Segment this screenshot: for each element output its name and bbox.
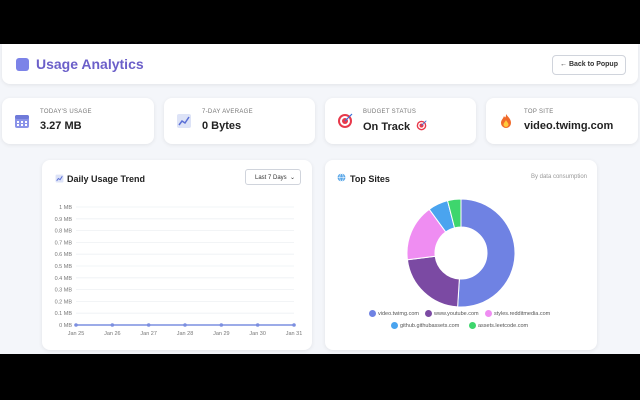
x-tick-label: Jan 27 [140,331,157,337]
fire-icon [501,114,511,128]
daily-usage-trend-panel: Daily Usage Trend Last 7 Days ⌄ 0 MB 0.1 … [42,160,312,350]
legend-item[interactable]: github.githubassets.com [391,322,459,329]
legend-label: video.twimg.com [378,310,419,317]
chevron-down-icon: ⌄ [289,175,295,181]
data-point [255,323,260,327]
panel-subtitle: By data consumption [530,174,587,180]
chart-trend-icon [55,174,64,183]
page-header: Usage Analytics ← Back to Popup [2,44,638,84]
date-range-value: Last 7 Days [255,175,287,181]
legend-swatch [469,322,476,329]
y-tick-label: 0.6 MB [55,252,73,258]
y-tick-label: 0.4 MB [55,276,73,282]
date-range-select[interactable]: Last 7 Days ⌄ [245,169,301,185]
data-point [292,323,296,327]
y-tick-label: 0.8 MB [55,229,73,235]
x-tick-label: Jan 31 [286,331,303,337]
legend-label: assets.leetcode.com [478,322,529,329]
legend-swatch [425,310,432,317]
stat-value: 0 Bytes [202,120,242,132]
stat-label: TOP SITE [524,109,554,115]
stat-label: 7-DAY AVERAGE [202,109,253,115]
target-icon [338,113,353,128]
data-point [110,323,115,327]
back-to-popup-button[interactable]: ← Back to Popup [552,55,626,75]
legend-label: www.youtube.com [434,310,479,317]
y-tick-label: 0.1 MB [55,311,73,317]
y-tick-label: 0.9 MB [55,217,73,223]
legend-item[interactable]: www.youtube.com [425,310,479,317]
legend-swatch [485,310,492,317]
x-tick-label: Jan 30 [249,331,266,337]
x-tick-label: Jan 26 [104,331,121,337]
stat-card-budget-status: BUDGET STATUS On Track [325,98,476,144]
data-point [183,323,187,327]
pie-slice [446,198,462,229]
x-tick-label: Jan 29 [213,331,230,337]
legend-item[interactable]: video.twimg.com [369,310,419,317]
stat-value: 3.27 MB [40,120,82,132]
data-point [146,323,151,327]
x-tick-label: Jan 28 [177,331,194,337]
panel-title: Top Sites [350,174,390,184]
stat-card-7-day-average: 7-DAY AVERAGE 0 Bytes [164,98,315,144]
analytics-page: Usage Analytics ← Back to Popup TODAY'S … [0,44,640,354]
stat-label: TODAY'S USAGE [40,109,92,115]
legend-swatch [391,322,398,329]
y-tick-label: 0.3 MB [55,288,73,294]
panel-title: Daily Usage Trend [67,174,146,184]
y-tick-label: 0.7 MB [55,240,73,246]
legend-label: styles.redditmedia.com [494,310,551,317]
top-sites-panel: Top Sites By data consumption video.twim… [325,160,597,350]
calendar-icon [15,115,29,128]
globe-icon [337,173,346,182]
y-tick-label: 0.5 MB [55,264,73,270]
x-tick-label: Jan 25 [68,331,85,337]
stat-value: On Track [363,120,427,133]
target-icon [416,120,427,131]
stat-label: BUDGET STATUS [363,109,417,115]
legend-label: github.githubassets.com [400,322,460,329]
pie-slice [406,255,460,308]
data-point [74,323,78,327]
legend-item[interactable]: styles.redditmedia.com [485,310,550,317]
page-title: Usage Analytics [36,56,144,72]
pie-slice [457,198,516,308]
stat-value: video.twimg.com [524,120,614,132]
stat-card-today-usage: TODAY'S USAGE 3.27 MB [2,98,154,144]
stat-card-top-site: TOP SITE video.twimg.com [486,98,638,144]
usage-line-chart: 0 MB 0.1 MB 0.2 MB 0.3 MB 0.4 MB 0.5 MB 0.6 MB… [55,205,303,337]
chart-trend-icon [177,114,191,128]
legend-swatch [369,310,376,317]
analytics-logo-icon [16,58,29,71]
data-point [219,323,224,327]
y-tick-label: 0 MB [59,323,72,329]
stat-value-text: On Track [363,121,411,133]
legend-item[interactable]: assets.leetcode.com [469,322,528,329]
y-tick-label: 1 MB [59,205,72,211]
top-sites-donut-chart [406,198,516,308]
y-tick-label: 0.2 MB [55,299,73,305]
